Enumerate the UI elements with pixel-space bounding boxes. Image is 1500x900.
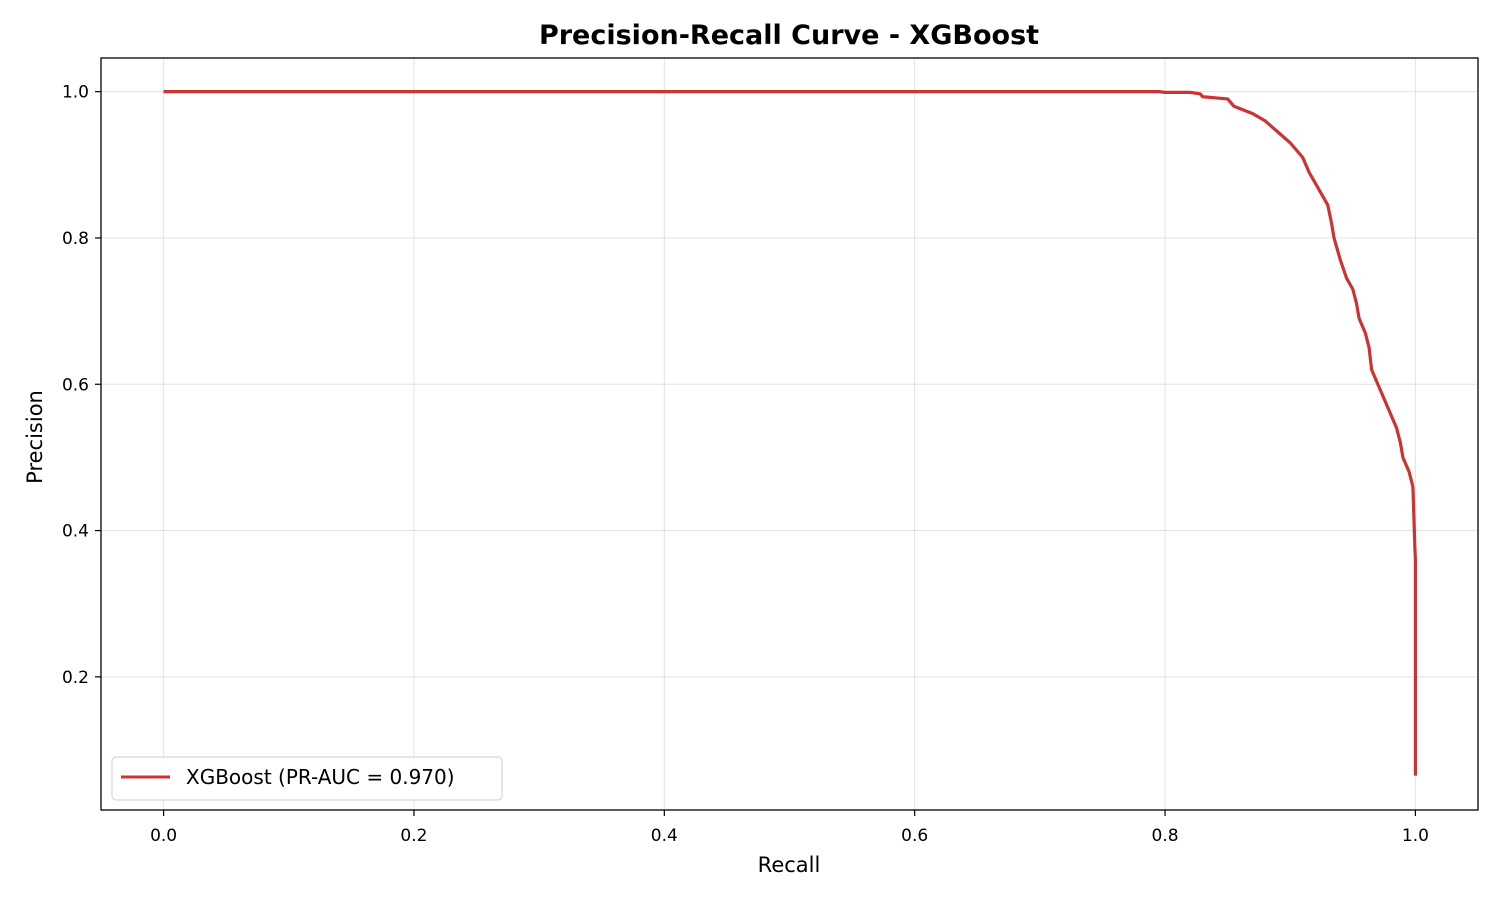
chart-title: Precision-Recall Curve - XGBoost [539,20,1039,51]
series-line-0 [163,90,1418,776]
y-ticks: 0.2 0.4 0.6 0.8 1.0 [62,83,101,688]
y-axis-label: Precision [23,390,47,484]
x-tick-label-3: 0.6 [901,826,928,846]
y-tick-label-3: 0.8 [62,229,89,249]
x-tick-label-1: 0.2 [400,826,427,846]
y-tick-label-4: 1.0 [62,83,89,103]
x-tick-label-4: 0.8 [1152,826,1179,846]
y-tick-label-1: 0.4 [62,522,89,542]
y-tick-label-2: 0.6 [62,375,89,395]
x-tick-label-5: 1.0 [1402,826,1429,846]
x-axis-label: Recall [758,853,821,877]
x-tick-label-0: 0.0 [150,826,177,846]
legend-label-xgboost: XGBoost (PR-AUC = 0.970) [186,765,455,789]
legend-box [111,756,503,801]
plot-series [163,90,1418,776]
x-tick-label-2: 0.4 [651,826,678,846]
x-ticks: 0.0 0.2 0.4 0.6 0.8 1.0 [150,810,1429,846]
legend: XGBoost (PR-AUC = 0.970) [111,756,503,801]
plot-frame [100,57,1479,811]
y-tick-label-0: 0.2 [62,668,89,688]
